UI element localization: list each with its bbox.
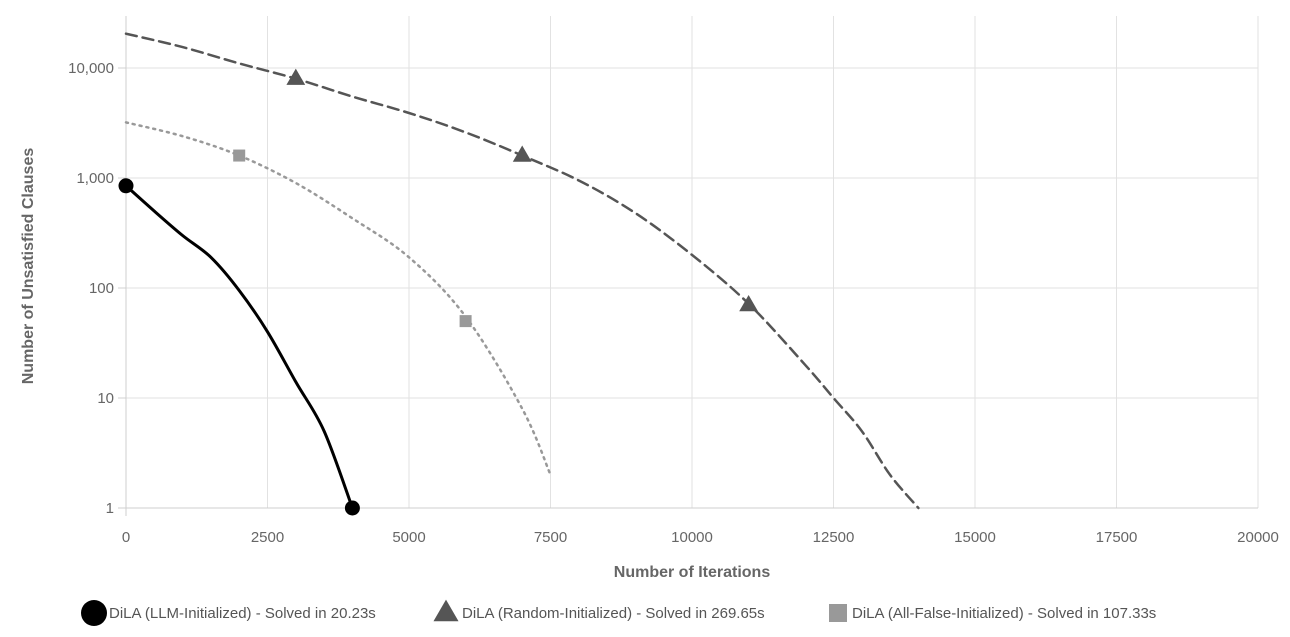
x-tick-label: 10000	[671, 529, 713, 546]
legend: DiLA (LLM-Initialized) - Solved in 20.23…	[81, 599, 1156, 626]
legend-item-2[interactable]: DiLA (Random-Initialized) - Solved in 26…	[433, 599, 765, 622]
axes: 0 2500 5000 7500 10000 12500 15000 17500 20000 1 1…	[68, 16, 1279, 546]
y-axis-title: Number of Unsatisfied Clauses	[20, 148, 37, 385]
square-marker	[459, 315, 472, 328]
triangle-marker	[286, 68, 306, 85]
x-tick-label: 0	[122, 529, 130, 546]
y-tick-label: 1	[106, 500, 114, 517]
y-tick-label: 1,000	[76, 170, 114, 187]
x-tick-label: 7500	[534, 529, 567, 546]
legend-label: DiLA (Random-Initialized) - Solved in 26…	[462, 605, 765, 622]
series-markers	[118, 68, 758, 516]
legend-square-icon	[829, 604, 847, 622]
x-tick-label: 17500	[1096, 529, 1138, 546]
x-axis-title: Number of Iterations	[614, 564, 771, 581]
series-line-3	[124, 121, 552, 477]
grid	[125, 16, 1259, 509]
series-line-2	[124, 32, 920, 510]
x-tick-label: 15000	[954, 529, 996, 546]
legend-triangle-icon	[433, 599, 459, 622]
triangle-marker	[739, 294, 758, 312]
legend-item-1[interactable]: DiLA (LLM-Initialized) - Solved in 20.23…	[81, 600, 376, 626]
y-tick-label: 100	[89, 280, 114, 297]
y-tick-label: 10,000	[68, 60, 114, 77]
x-tick-label: 5000	[392, 529, 425, 546]
y-tick-label: 10	[97, 390, 114, 407]
triangle-marker	[512, 145, 532, 162]
legend-label: DiLA (LLM-Initialized) - Solved in 20.23…	[109, 605, 376, 622]
x-tick-label: 20000	[1237, 529, 1279, 546]
x-tick-label: 12500	[813, 529, 855, 546]
circle-marker	[118, 178, 134, 194]
square-marker	[233, 149, 246, 162]
legend-item-3[interactable]: DiLA (All-False-Initialized) - Solved in…	[829, 604, 1156, 622]
series-lines	[124, 32, 920, 510]
legend-label: DiLA (All-False-Initialized) - Solved in…	[852, 605, 1156, 622]
series-line-1	[124, 184, 354, 510]
legend-circle-icon	[81, 600, 107, 626]
x-tick-label: 2500	[251, 529, 284, 546]
circle-marker	[344, 500, 360, 516]
